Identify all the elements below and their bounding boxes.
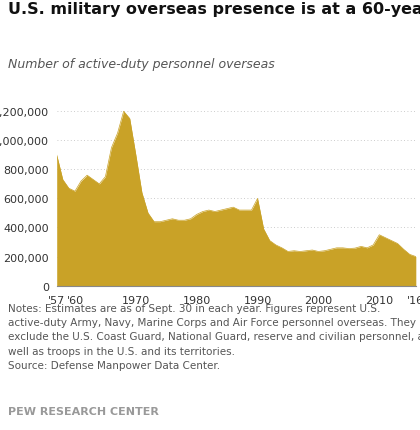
Text: well as troops in the U.S. and its territories.: well as troops in the U.S. and its terri…: [8, 346, 235, 356]
Text: PEW RESEARCH CENTER: PEW RESEARCH CENTER: [8, 406, 159, 416]
Text: Number of active-duty personnel overseas: Number of active-duty personnel overseas: [8, 58, 275, 71]
Text: Notes: Estimates are as of Sept. 30 in each year. Figures represent U.S.: Notes: Estimates are as of Sept. 30 in e…: [8, 303, 381, 313]
Text: active-duty Army, Navy, Marine Corps and Air Force personnel overseas. They: active-duty Army, Navy, Marine Corps and…: [8, 317, 416, 327]
Text: Source: Defense Manpower Data Center.: Source: Defense Manpower Data Center.: [8, 360, 220, 370]
Text: exclude the U.S. Coast Guard, National Guard, reserve and civilian personnel, as: exclude the U.S. Coast Guard, National G…: [8, 332, 420, 341]
Text: U.S. military overseas presence is at a 60-year low: U.S. military overseas presence is at a …: [8, 2, 420, 17]
